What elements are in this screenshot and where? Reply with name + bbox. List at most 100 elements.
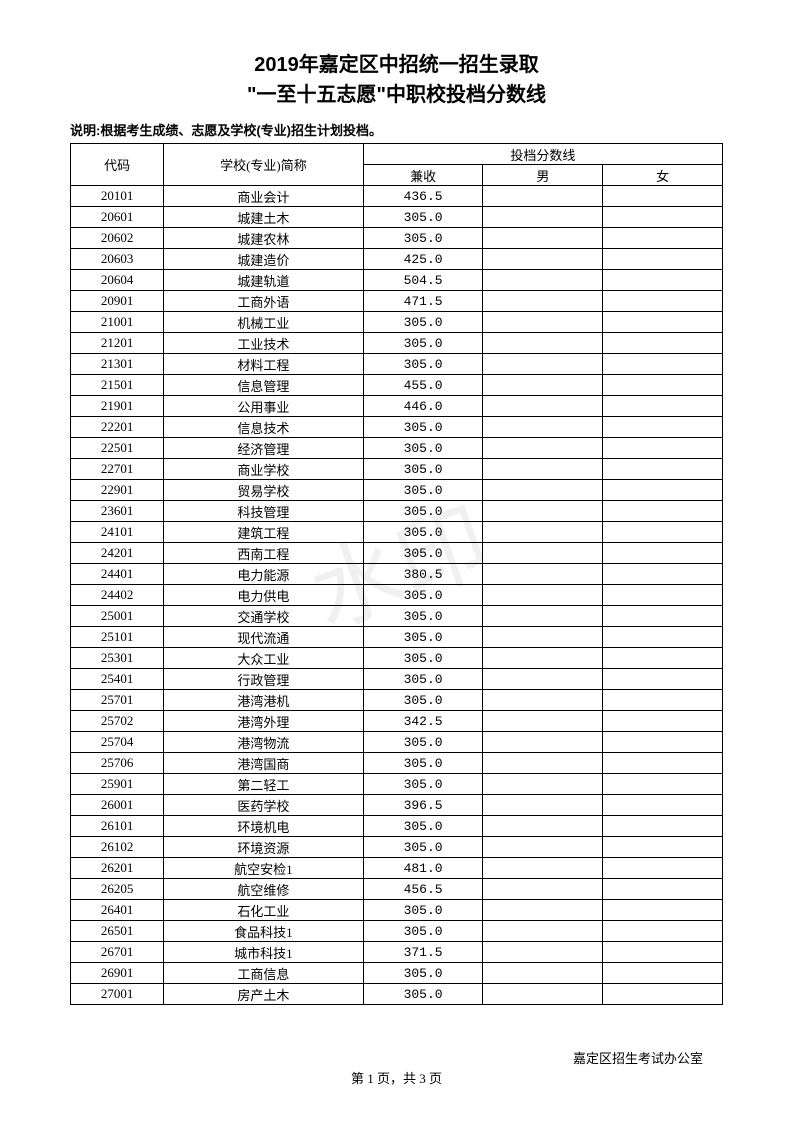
cell-code: 26001 xyxy=(71,795,164,816)
table-row: 20101商业会计436.5 xyxy=(71,186,723,207)
cell-name: 城市科技1 xyxy=(164,942,364,963)
cell-code: 25701 xyxy=(71,690,164,711)
cell-code: 21201 xyxy=(71,333,164,354)
cell-name: 交通学校 xyxy=(164,606,364,627)
cell-female xyxy=(603,858,723,879)
cell-name: 信息管理 xyxy=(164,375,364,396)
cell-code: 26701 xyxy=(71,942,164,963)
cell-male xyxy=(483,879,603,900)
cell-female xyxy=(603,753,723,774)
cell-mixed: 305.0 xyxy=(363,732,483,753)
cell-male xyxy=(483,984,603,1005)
cell-male xyxy=(483,522,603,543)
cell-name: 城建农林 xyxy=(164,228,364,249)
cell-female xyxy=(603,228,723,249)
cell-name: 工商外语 xyxy=(164,291,364,312)
cell-name: 工商信息 xyxy=(164,963,364,984)
cell-mixed: 305.0 xyxy=(363,690,483,711)
cell-mixed: 342.5 xyxy=(363,711,483,732)
cell-name: 信息技术 xyxy=(164,417,364,438)
cell-female xyxy=(603,690,723,711)
cell-code: 24401 xyxy=(71,564,164,585)
table-row: 25101现代流通305.0 xyxy=(71,627,723,648)
cell-female xyxy=(603,270,723,291)
cell-name: 房产土木 xyxy=(164,984,364,1005)
table-row: 26001医药学校396.5 xyxy=(71,795,723,816)
cell-male xyxy=(483,963,603,984)
cell-female xyxy=(603,333,723,354)
table-row: 26102环境资源305.0 xyxy=(71,837,723,858)
cell-code: 26501 xyxy=(71,921,164,942)
table-row: 26901工商信息305.0 xyxy=(71,963,723,984)
cell-male xyxy=(483,249,603,270)
cell-name: 食品科技1 xyxy=(164,921,364,942)
cell-mixed: 305.0 xyxy=(363,900,483,921)
cell-mixed: 305.0 xyxy=(363,585,483,606)
table-row: 25702港湾外理342.5 xyxy=(71,711,723,732)
cell-code: 20603 xyxy=(71,249,164,270)
table-row: 24101建筑工程305.0 xyxy=(71,522,723,543)
cell-name: 第二轻工 xyxy=(164,774,364,795)
cell-mixed: 305.0 xyxy=(363,333,483,354)
cell-male xyxy=(483,795,603,816)
cell-female xyxy=(603,795,723,816)
cell-mixed: 305.0 xyxy=(363,984,483,1005)
cell-code: 20101 xyxy=(71,186,164,207)
cell-name: 贸易学校 xyxy=(164,480,364,501)
cell-code: 25706 xyxy=(71,753,164,774)
cell-mixed: 456.5 xyxy=(363,879,483,900)
cell-name: 科技管理 xyxy=(164,501,364,522)
cell-code: 26401 xyxy=(71,900,164,921)
cell-name: 航空维修 xyxy=(164,879,364,900)
cell-mixed: 305.0 xyxy=(363,606,483,627)
cell-male xyxy=(483,837,603,858)
cell-male xyxy=(483,375,603,396)
cell-mixed: 305.0 xyxy=(363,774,483,795)
cell-name: 经济管理 xyxy=(164,438,364,459)
cell-mixed: 436.5 xyxy=(363,186,483,207)
cell-female xyxy=(603,564,723,585)
table-row: 26205航空维修456.5 xyxy=(71,879,723,900)
cell-name: 城建土木 xyxy=(164,207,364,228)
cell-female xyxy=(603,375,723,396)
page-title: 2019年嘉定区中招统一招生录取 "一至十五志愿"中职校投档分数线 xyxy=(70,50,723,110)
cell-female xyxy=(603,942,723,963)
table-row: 20602城建农林305.0 xyxy=(71,228,723,249)
cell-male xyxy=(483,690,603,711)
cell-code: 24101 xyxy=(71,522,164,543)
table-row: 22501经济管理305.0 xyxy=(71,438,723,459)
cell-code: 25301 xyxy=(71,648,164,669)
table-row: 25701港湾港机305.0 xyxy=(71,690,723,711)
cell-female xyxy=(603,963,723,984)
title-line-2: "一至十五志愿"中职校投档分数线 xyxy=(70,80,723,110)
cell-code: 25401 xyxy=(71,669,164,690)
cell-name: 工业技术 xyxy=(164,333,364,354)
cell-female xyxy=(603,585,723,606)
table-row: 22701商业学校305.0 xyxy=(71,459,723,480)
cell-code: 20602 xyxy=(71,228,164,249)
cell-code: 27001 xyxy=(71,984,164,1005)
cell-male xyxy=(483,333,603,354)
table-row: 25001交通学校305.0 xyxy=(71,606,723,627)
table-row: 23601科技管理305.0 xyxy=(71,501,723,522)
page-content: 2019年嘉定区中招统一招生录取 "一至十五志愿"中职校投档分数线 说明:根据考… xyxy=(70,50,723,1005)
cell-mixed: 305.0 xyxy=(363,228,483,249)
cell-name: 公用事业 xyxy=(164,396,364,417)
cell-male xyxy=(483,312,603,333)
cell-male xyxy=(483,228,603,249)
cell-female xyxy=(603,354,723,375)
table-row: 26101环境机电305.0 xyxy=(71,816,723,837)
cell-male xyxy=(483,417,603,438)
cell-name: 医药学校 xyxy=(164,795,364,816)
header-female: 女 xyxy=(603,165,723,186)
cell-female xyxy=(603,774,723,795)
header-code: 代码 xyxy=(71,144,164,186)
cell-name: 港湾物流 xyxy=(164,732,364,753)
cell-name: 大众工业 xyxy=(164,648,364,669)
cell-code: 26901 xyxy=(71,963,164,984)
cell-name: 电力供电 xyxy=(164,585,364,606)
table-row: 25704港湾物流305.0 xyxy=(71,732,723,753)
cell-mixed: 305.0 xyxy=(363,816,483,837)
cell-male xyxy=(483,480,603,501)
table-row: 26201航空安检1481.0 xyxy=(71,858,723,879)
